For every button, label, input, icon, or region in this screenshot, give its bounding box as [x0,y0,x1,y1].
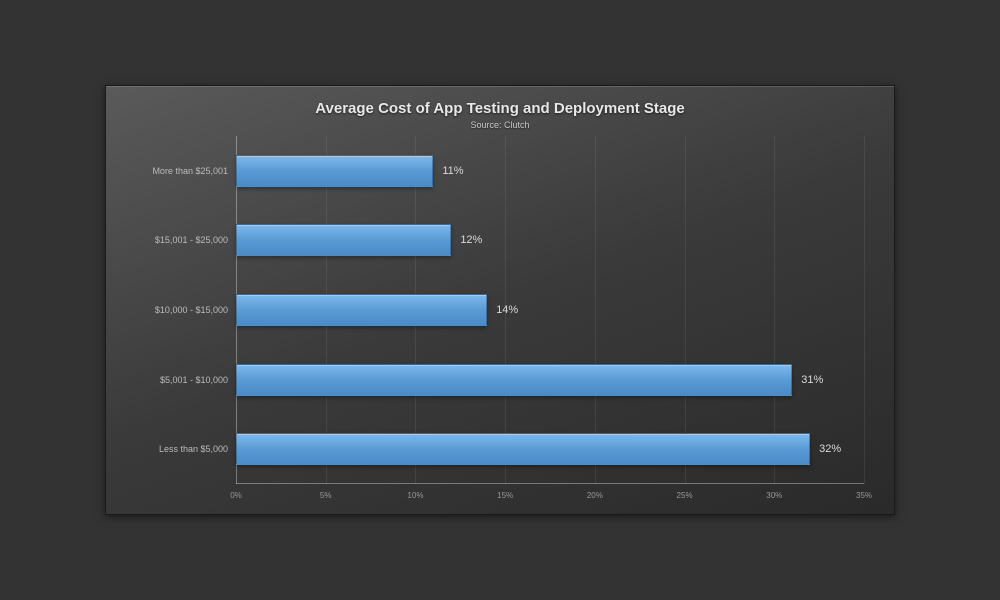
gridline [864,136,865,484]
x-tick-label: 15% [497,491,513,500]
category-label: $10,000 - $15,000 [155,305,228,315]
x-tick-label: 0% [230,491,242,500]
x-tick-label: 25% [677,491,693,500]
x-tick-label: 30% [766,491,782,500]
bar-value-label: 31% [801,374,823,386]
gridline [595,136,596,484]
chart-title: Average Cost of App Testing and Deployme… [126,100,874,117]
x-axis-line [236,483,864,484]
x-tick-label: 20% [587,491,603,500]
category-label: $15,001 - $25,000 [155,235,228,245]
bar-value-label: 12% [460,234,482,246]
gridline [774,136,775,484]
bar: 14% [236,294,487,326]
bar: 31% [236,364,792,396]
bar: 32% [236,433,810,465]
plot-area: 0%5%10%15%20%25%30%35%More than $25,0011… [236,136,864,484]
category-label: More than $25,001 [152,166,228,176]
gridline [685,136,686,484]
x-tick-label: 5% [320,491,332,500]
bar: 12% [236,224,451,256]
bar-value-label: 32% [819,443,841,455]
category-label: $5,001 - $10,000 [160,375,228,385]
x-tick-label: 35% [856,491,872,500]
bar-value-label: 11% [442,165,463,177]
chart-subtitle: Source: Clutch [126,120,874,130]
bar: 11% [236,155,433,187]
bar-value-label: 14% [496,304,518,316]
x-tick-label: 10% [407,491,423,500]
chart-panel: Average Cost of App Testing and Deployme… [105,85,895,515]
category-label: Less than $5,000 [159,444,228,454]
